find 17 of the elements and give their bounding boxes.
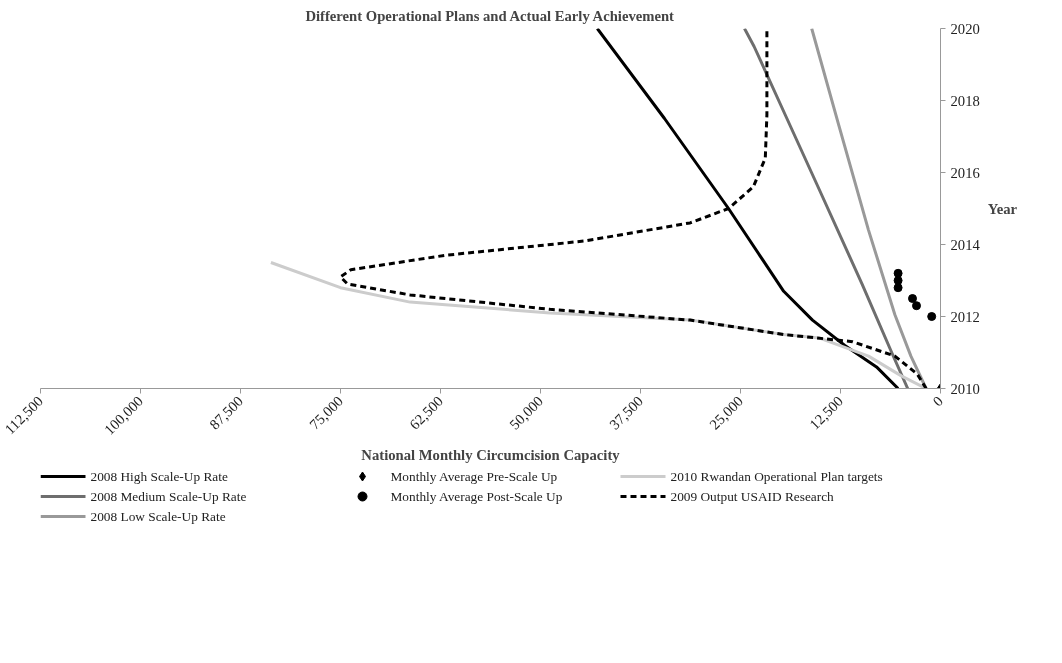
y-tick-label: 2020: [950, 20, 980, 37]
legend-label: Monthly Average Pre-Scale Up: [390, 469, 558, 484]
x-axis-title: National Monthly Circumcision Capacity: [361, 447, 621, 464]
y-tick-label: 2012: [950, 308, 980, 325]
y-tick-label: 2016: [950, 164, 980, 181]
y-axis-title: Year: [987, 200, 1018, 217]
y-tick-label: 2014: [950, 236, 981, 253]
legend-label: 2009 Output USAID Research: [670, 489, 835, 504]
legend-label: 2010 Rwandan Operational Plan targets: [670, 469, 883, 484]
legend-label: 2008 Low Scale-Up Rate: [90, 509, 226, 524]
legend-label: 2008 Medium Scale-Up Rate: [90, 489, 247, 504]
x-tick-label: 0: [929, 392, 947, 410]
legend-label: Monthly Average Post-Scale Up: [390, 489, 563, 504]
legend-label: 2008 High Scale-Up Rate: [90, 469, 228, 484]
chart-title: Different Operational Plans and Actual Early Achievement: [305, 7, 675, 24]
y-tick-label: 2018: [950, 92, 980, 109]
y-tick-label: 2010: [950, 380, 980, 397]
